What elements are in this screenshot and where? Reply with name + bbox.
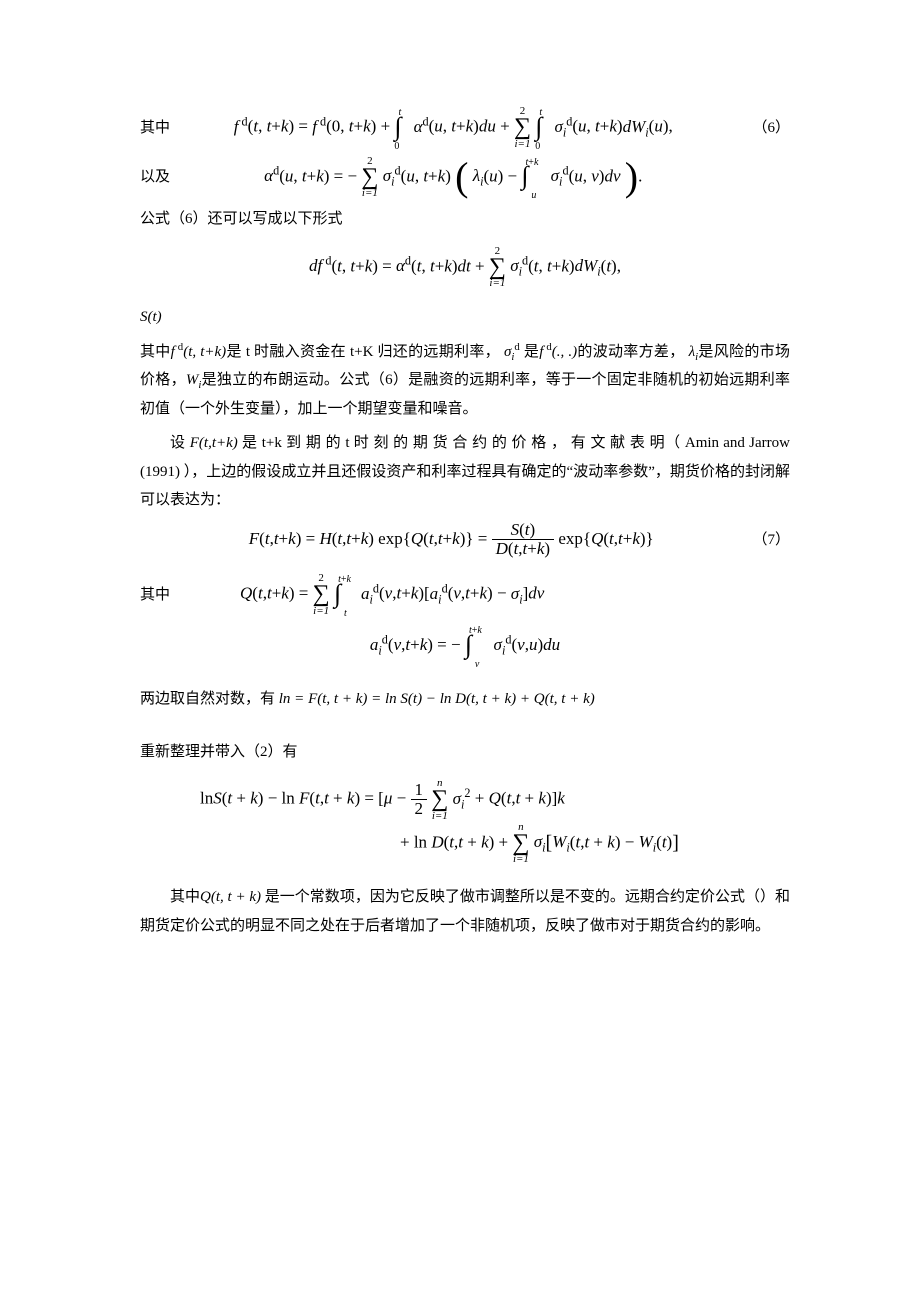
equation-6-line2: 以及 αd(u, t+k) = − 2∑i=1 σid(u, t+k) ( λi… [140,156,790,200]
eq6-rewrite-line: 公式（6）还可以写成以下形式 [140,205,790,234]
paragraph-2: 设 F(t,t+k) 是 t+k 到 期 的 t 时 刻 的 期 货 合 约 的… [140,429,790,515]
label-where-1: 其中 [140,114,170,143]
equation-Q-def: 其中 Q(t,t+k) = 2∑i=1 ∫t+kt aid(v,t+k)[aid… [140,573,790,617]
label-and: 以及 [140,163,170,192]
eq-number-6: （6） [732,114,790,143]
eq7-math: F(t,t+k) = H(t,t+k) exp{Q(t,t+k)} = S(t)… [170,521,732,559]
eq-ln: ln = F(t, t + k) = ln S(t) − ln D(t, t +… [279,691,595,707]
label-where-2: 其中 [140,581,170,610]
eq6-differential: df d(t, t+k) = αd(t, t+k)dt + 2∑i=1 σid(… [140,246,790,290]
equation-7: F(t,t+k) = H(t,t+k) exp{Q(t,t+k)} = S(t)… [140,521,790,559]
math-fd-dotdot: f d(., .) [539,344,577,360]
eq6-line2-math: αd(u, t+k) = − 2∑i=1 σid(u, t+k) ( λi(u)… [174,156,732,200]
equation-a-def: aid(v,t+k) = − ∫t+kv σid(v,u)du [140,629,790,661]
eq-number-7: （7） [732,526,790,555]
math-wi: Wi [186,372,202,388]
eq-Q-math: Q(t,t+k) = 2∑i=1 ∫t+kt aid(v,t+k)[aid(v,… [240,573,790,617]
math-fd-ttk: f d(t, t+k) [171,344,227,360]
paragraph-5: 其中Q(t, t + k) 是一个常数项，因为它反映了做市调整所以是不变的。远期… [140,883,790,940]
math-sigma-id: σid [504,344,520,360]
equation-6-line1: 其中 f d(t, t+k) = f d(0, t+k) + ∫t0 αd(u,… [140,106,790,150]
equation-lnS-lnF: lnS(t + k) − ln F(t,t + k) = [μ − 12 n∑i… [140,778,790,865]
math-lambda-i: λi [689,344,699,360]
eq6-line1-math: f d(t, t+k) = f d(0, t+k) + ∫t0 αd(u, t+… [174,106,732,150]
paragraph-4: 重新整理并带入（2）有 [140,738,790,767]
paragraph-3: 两边取自然对数，有 ln = F(t, t + k) = ln S(t) − l… [140,685,790,714]
paragraph-1: 其中f d(t, t+k)是 t 时融入资金在 t+K 归还的远期利率， σid… [140,338,790,424]
symbol-st: S(t) [140,303,790,332]
